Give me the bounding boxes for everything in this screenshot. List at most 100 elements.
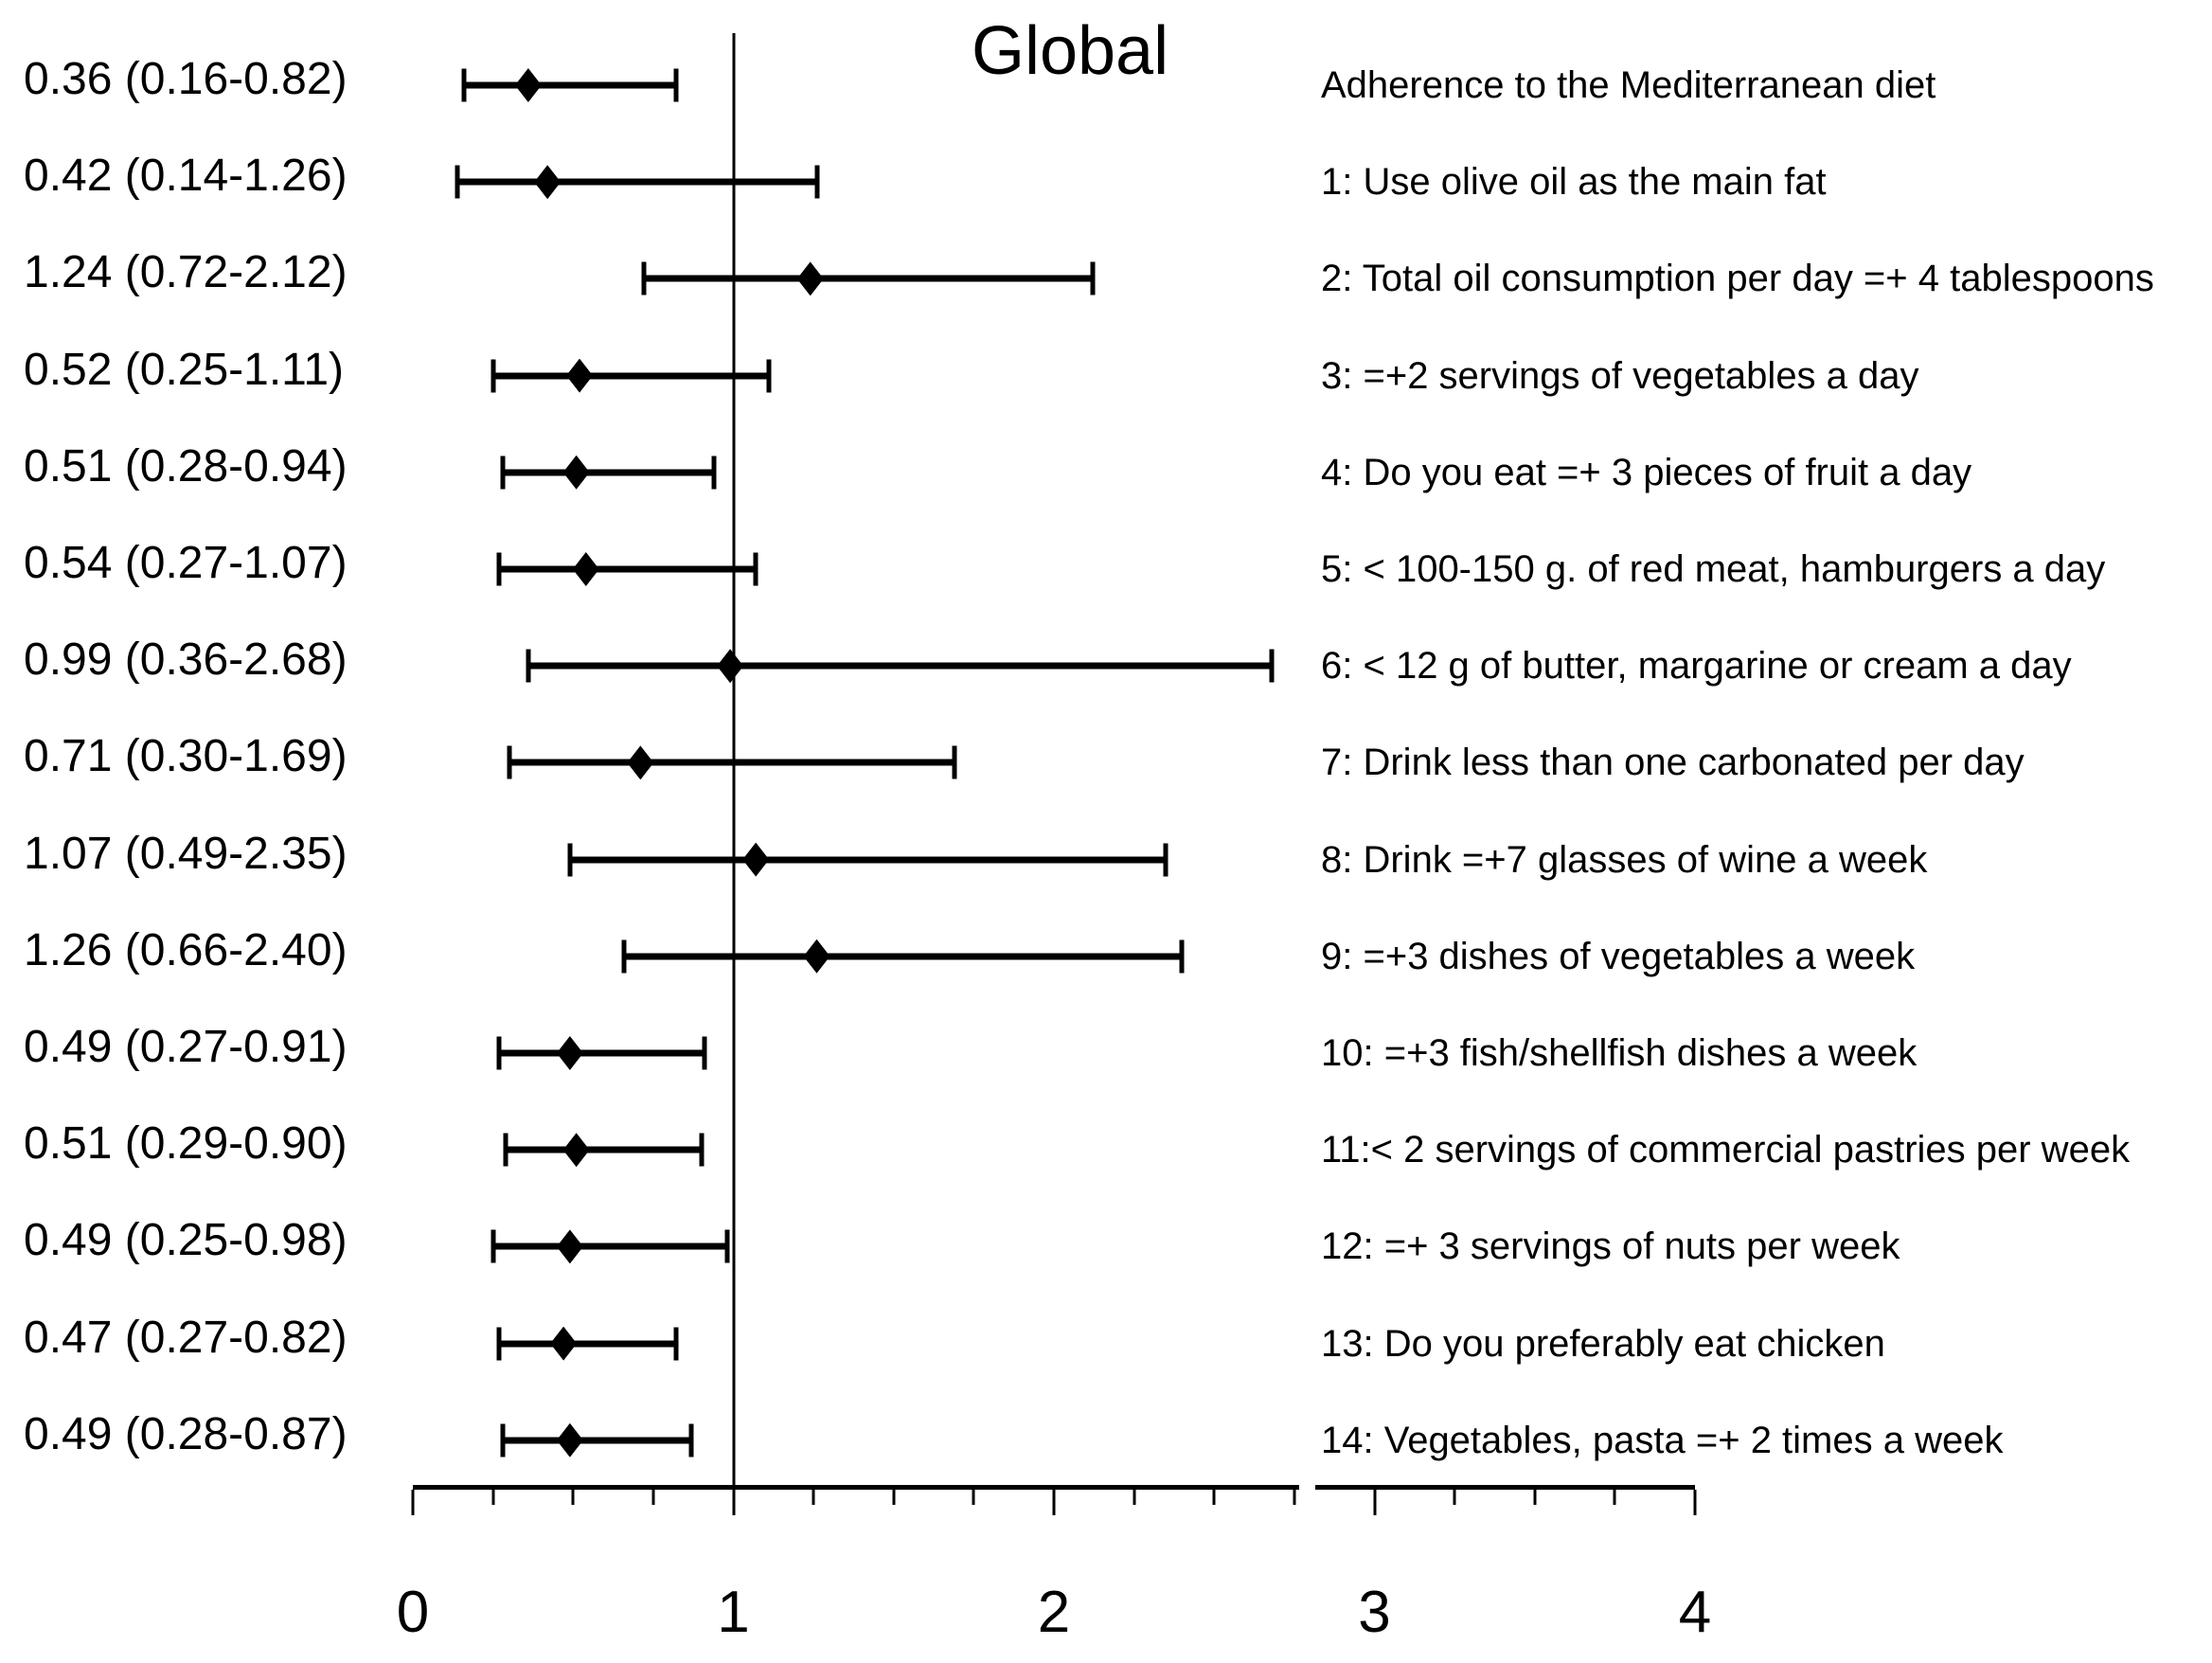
item-label: 9: =+3 dishes of vegetables a week: [1321, 935, 1916, 977]
ci-cap-right: [724, 1229, 730, 1263]
ci-cap-right: [673, 68, 679, 102]
ci-cap-left: [503, 1133, 508, 1167]
x-axis-tick-major: [1693, 1490, 1697, 1515]
point-diamond: [556, 1036, 583, 1070]
item-label: 13: Do you preferably eat chicken: [1321, 1322, 1885, 1365]
item-label: 11:< 2 servings of commercial pastries p…: [1321, 1129, 2131, 1171]
point-diamond: [803, 939, 830, 974]
point-diamond: [562, 1133, 590, 1168]
ci-cap-right: [1090, 261, 1096, 295]
ci-cap-right: [688, 1423, 694, 1457]
item-label: 5: < 100-150 g. of red meat, hamburgers …: [1321, 548, 2106, 590]
ci-cap-left: [567, 843, 573, 877]
point-diamond: [717, 649, 744, 684]
estimate-label: 0.51 (0.28-0.94): [24, 440, 348, 492]
x-axis-line-segment: [413, 1485, 1299, 1490]
point-diamond: [556, 1422, 583, 1457]
ci-cap-left: [496, 1327, 502, 1361]
estimate-label: 0.47 (0.27-0.82): [24, 1312, 348, 1363]
estimate-label: 1.24 (0.72-2.12): [24, 247, 348, 298]
item-label: 6: < 12 g of butter, margarine or cream …: [1321, 645, 2072, 688]
estimate-label: 0.49 (0.28-0.87): [24, 1408, 348, 1459]
x-axis-tick-minor: [972, 1490, 975, 1505]
item-label: 7: Drink less than one carbonated per da…: [1321, 742, 2025, 784]
x-axis-tick-label: 4: [1678, 1580, 1712, 1645]
x-axis-tick-minor: [812, 1490, 815, 1505]
ci-cap-right: [766, 359, 772, 393]
x-axis-tick-major: [1052, 1490, 1056, 1515]
point-diamond: [572, 552, 599, 586]
ci-cap-left: [500, 1423, 506, 1457]
ci-cap-left: [491, 359, 496, 393]
estimate-label: 1.07 (0.49-2.35): [24, 828, 348, 879]
x-axis-tick-major: [1373, 1490, 1376, 1515]
item-label: Adherence to the Mediterranean diet: [1321, 64, 1936, 106]
x-axis-tick-minor: [651, 1490, 655, 1505]
point-diamond: [534, 165, 562, 200]
ci-line: [499, 1340, 676, 1348]
x-axis-tick-label: 1: [717, 1580, 750, 1645]
estimate-label: 0.54 (0.27-1.07): [24, 538, 348, 588]
ci-line: [569, 856, 1167, 864]
x-axis-tick-minor: [491, 1490, 495, 1505]
ci-line: [502, 1437, 692, 1444]
x-axis-tick-minor: [1533, 1490, 1537, 1505]
ci-cap-left: [491, 1229, 496, 1263]
point-diamond: [796, 261, 824, 296]
estimate-label: 0.36 (0.16-0.82): [24, 54, 348, 104]
ci-line: [624, 953, 1183, 960]
item-label: 12: =+ 3 servings of nuts per week: [1321, 1225, 1900, 1268]
x-axis-tick-minor: [1212, 1490, 1216, 1505]
ci-line: [457, 178, 817, 186]
point-diamond: [742, 842, 770, 877]
x-axis-tick-major: [411, 1490, 415, 1515]
ci-line: [508, 759, 955, 766]
item-label: 14: Vegetables, pasta =+ 2 times a week: [1321, 1419, 2004, 1461]
ci-line: [499, 565, 757, 573]
x-axis-tick-minor: [1293, 1490, 1296, 1505]
x-axis-line-segment: [1314, 1485, 1695, 1490]
estimate-label: 0.49 (0.25-0.98): [24, 1215, 348, 1266]
ci-cap-right: [673, 1327, 679, 1361]
estimate-label: 0.42 (0.14-1.26): [24, 151, 348, 202]
ci-cap-right: [711, 456, 717, 490]
ci-cap-left: [621, 939, 627, 974]
x-axis-tick-minor: [571, 1490, 575, 1505]
ci-cap-right: [952, 745, 957, 779]
point-diamond: [566, 358, 594, 393]
ci-cap-left: [496, 1036, 502, 1070]
x-axis-tick-label: 3: [1358, 1580, 1391, 1645]
ci-line: [527, 662, 1273, 670]
x-axis-tick-minor: [892, 1490, 896, 1505]
chart-title: Global: [971, 13, 1169, 89]
ci-cap-right: [1269, 649, 1275, 683]
reference-line: [732, 33, 735, 1512]
ci-cap-right: [702, 1036, 707, 1070]
x-axis-tick-major: [732, 1490, 735, 1515]
ci-cap-left: [461, 68, 467, 102]
x-axis-tick-minor: [1133, 1490, 1136, 1505]
ci-cap-left: [500, 456, 506, 490]
ci-line: [499, 1049, 705, 1057]
estimate-label: 0.51 (0.29-0.90): [24, 1118, 348, 1170]
item-label: 4: Do you eat =+ 3 pieces of fruit a day: [1321, 451, 1972, 493]
estimate-label: 0.49 (0.27-0.91): [24, 1022, 348, 1072]
estimate-label: 1.26 (0.66-2.40): [24, 924, 348, 975]
ci-cap-left: [496, 552, 502, 586]
ci-line: [492, 1243, 727, 1250]
ci-cap-right: [814, 165, 819, 199]
point-diamond: [556, 1229, 583, 1264]
point-diamond: [550, 1326, 578, 1361]
x-axis-tick-label: 0: [396, 1580, 430, 1645]
item-label: 2: Total oil consumption per day =+ 4 ta…: [1321, 258, 2154, 300]
point-diamond: [514, 68, 542, 102]
item-label: 1: Use olive oil as the main fat: [1321, 161, 1827, 204]
item-label: 10: =+3 fish/shellfish dishes a week: [1321, 1032, 1918, 1074]
estimate-label: 0.99 (0.36-2.68): [24, 635, 348, 686]
ci-cap-right: [1179, 939, 1185, 974]
item-label: 3: =+2 servings of vegetables a day: [1321, 354, 1919, 397]
ci-line: [464, 81, 676, 89]
ci-line: [643, 275, 1093, 282]
item-label: 8: Drink =+7 glasses of wine a week: [1321, 838, 1928, 881]
